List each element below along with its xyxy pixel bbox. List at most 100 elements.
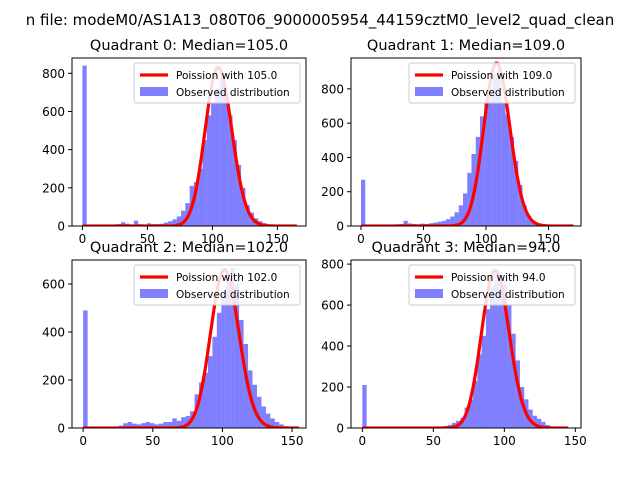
x-tick-label: 50 (145, 434, 160, 448)
x-tick-label: 150 (564, 434, 587, 448)
poisson-curve (362, 268, 569, 428)
histogram-bar (228, 115, 233, 226)
histogram-bar (507, 305, 512, 428)
subplot-3: 0 50 100 150 0 200 400 600 800 Quadrant 3: Median… (321, 240, 587, 448)
x-tick-label: 0 (79, 434, 87, 448)
histogram-bar (230, 267, 235, 428)
histogram-bar (454, 212, 459, 226)
histogram-bar (481, 335, 486, 428)
histogram-bar (198, 168, 203, 226)
histogram-bar (522, 205, 527, 226)
histogram-bar (154, 424, 159, 428)
legend-label-poisson: Poission with 109.0 (451, 70, 552, 82)
histogram-bar (150, 423, 155, 428)
histogram-bar (362, 384, 367, 428)
histogram-bar (477, 354, 482, 428)
plot-area-3 (362, 268, 569, 428)
histogram-bar (488, 88, 493, 226)
y-tick-label: 800 (321, 258, 344, 272)
y-tick-label: 400 (42, 326, 65, 340)
legend-label-observed: Observed distribution (176, 87, 290, 99)
y-tick-label: 200 (321, 185, 344, 199)
poisson-curve (82, 268, 300, 428)
histogram-bar (518, 184, 523, 226)
histogram-bar (234, 284, 240, 428)
histogram-bar (433, 222, 438, 226)
histogram-bar (437, 221, 442, 226)
histogram-bar (403, 220, 408, 226)
legend-box (408, 62, 576, 104)
y-tick-label: 0 (336, 422, 344, 436)
legend-box (133, 62, 301, 104)
histogram-bar (223, 96, 229, 226)
histogram-bar (484, 102, 489, 226)
histogram-bar (123, 423, 128, 428)
histogram-bar (193, 182, 199, 226)
histogram-bar (203, 372, 208, 428)
histogram-bar (514, 160, 519, 226)
histogram-bar (132, 423, 137, 428)
plot-area-1 (360, 61, 574, 226)
histogram-bar (163, 222, 169, 226)
histogram-bar (212, 336, 217, 428)
legend-box (408, 264, 576, 306)
histogram-bar (176, 420, 182, 428)
x-tick-label: 0 (359, 434, 367, 448)
y-tick-label: 400 (42, 143, 65, 157)
histogram-bar (207, 356, 213, 428)
axes-frame (350, 259, 582, 429)
y-tick-label: 600 (321, 117, 344, 131)
histogram-bar (181, 417, 186, 428)
axes-frame (71, 57, 307, 227)
histogram-bar (441, 220, 446, 226)
histogram-bar (121, 222, 126, 226)
x-tick-label: 50 (426, 434, 441, 448)
subplot-1: 0 50 100 150 0 200 400 600 800 Quadrant 1: Median… (321, 38, 582, 246)
x-tick-label: 0 (79, 232, 87, 246)
histogram-bar (239, 320, 244, 428)
histogram-bar (279, 424, 284, 428)
y-tick-label: 400 (321, 151, 344, 165)
plot-area-2 (82, 267, 300, 428)
x-tick-label: 100 (211, 434, 234, 448)
legend-swatch-observed (415, 289, 443, 298)
histogram-bar (490, 286, 495, 428)
x-tick-label: 100 (493, 434, 516, 448)
x-tick-label: 150 (266, 232, 289, 246)
legend-swatch-observed (415, 87, 443, 96)
legend-box (133, 264, 301, 306)
histogram-bar (509, 136, 514, 226)
histogram-bar (167, 422, 173, 428)
histogram-bar (219, 79, 224, 226)
histogram-bar (215, 88, 220, 226)
histogram-bar (505, 114, 510, 226)
histogram-bar (141, 423, 146, 428)
x-tick-label: 100 (201, 232, 224, 246)
histogram-bar (82, 65, 87, 226)
histogram-bar (480, 116, 485, 226)
y-tick-label: 400 (321, 340, 344, 354)
histogram-bar (498, 272, 503, 428)
histogram-bar (163, 422, 168, 428)
subplot-0: 0 50 100 150 0 200 400 600 800 Quadrant 0: Median… (42, 38, 307, 246)
histogram-bar (492, 73, 497, 226)
histogram-bar (158, 423, 164, 428)
subplot-title: Quadrant 2: Median=102.0 (90, 240, 288, 256)
histogram-bar (270, 418, 275, 428)
x-tick-label: 50 (140, 232, 155, 246)
histogram-bar (172, 219, 177, 226)
legend-label-observed: Observed distribution (176, 289, 290, 301)
y-tick-label: 800 (321, 82, 344, 96)
y-tick-label: 0 (57, 220, 65, 234)
histogram-bar (467, 172, 472, 226)
histogram-bar (265, 413, 271, 428)
poisson-curve (82, 65, 298, 226)
legend-label-poisson: Poission with 94.0 (451, 272, 546, 284)
histogram-bar (199, 382, 204, 428)
histogram-bar (216, 312, 222, 428)
histogram-bar (502, 284, 508, 428)
legend-label-poisson: Poission with 102.0 (176, 272, 277, 284)
histogram-bar (497, 70, 502, 226)
histogram-bar (168, 221, 173, 226)
subplot-title: Quadrant 3: Median=94.0 (372, 240, 561, 256)
